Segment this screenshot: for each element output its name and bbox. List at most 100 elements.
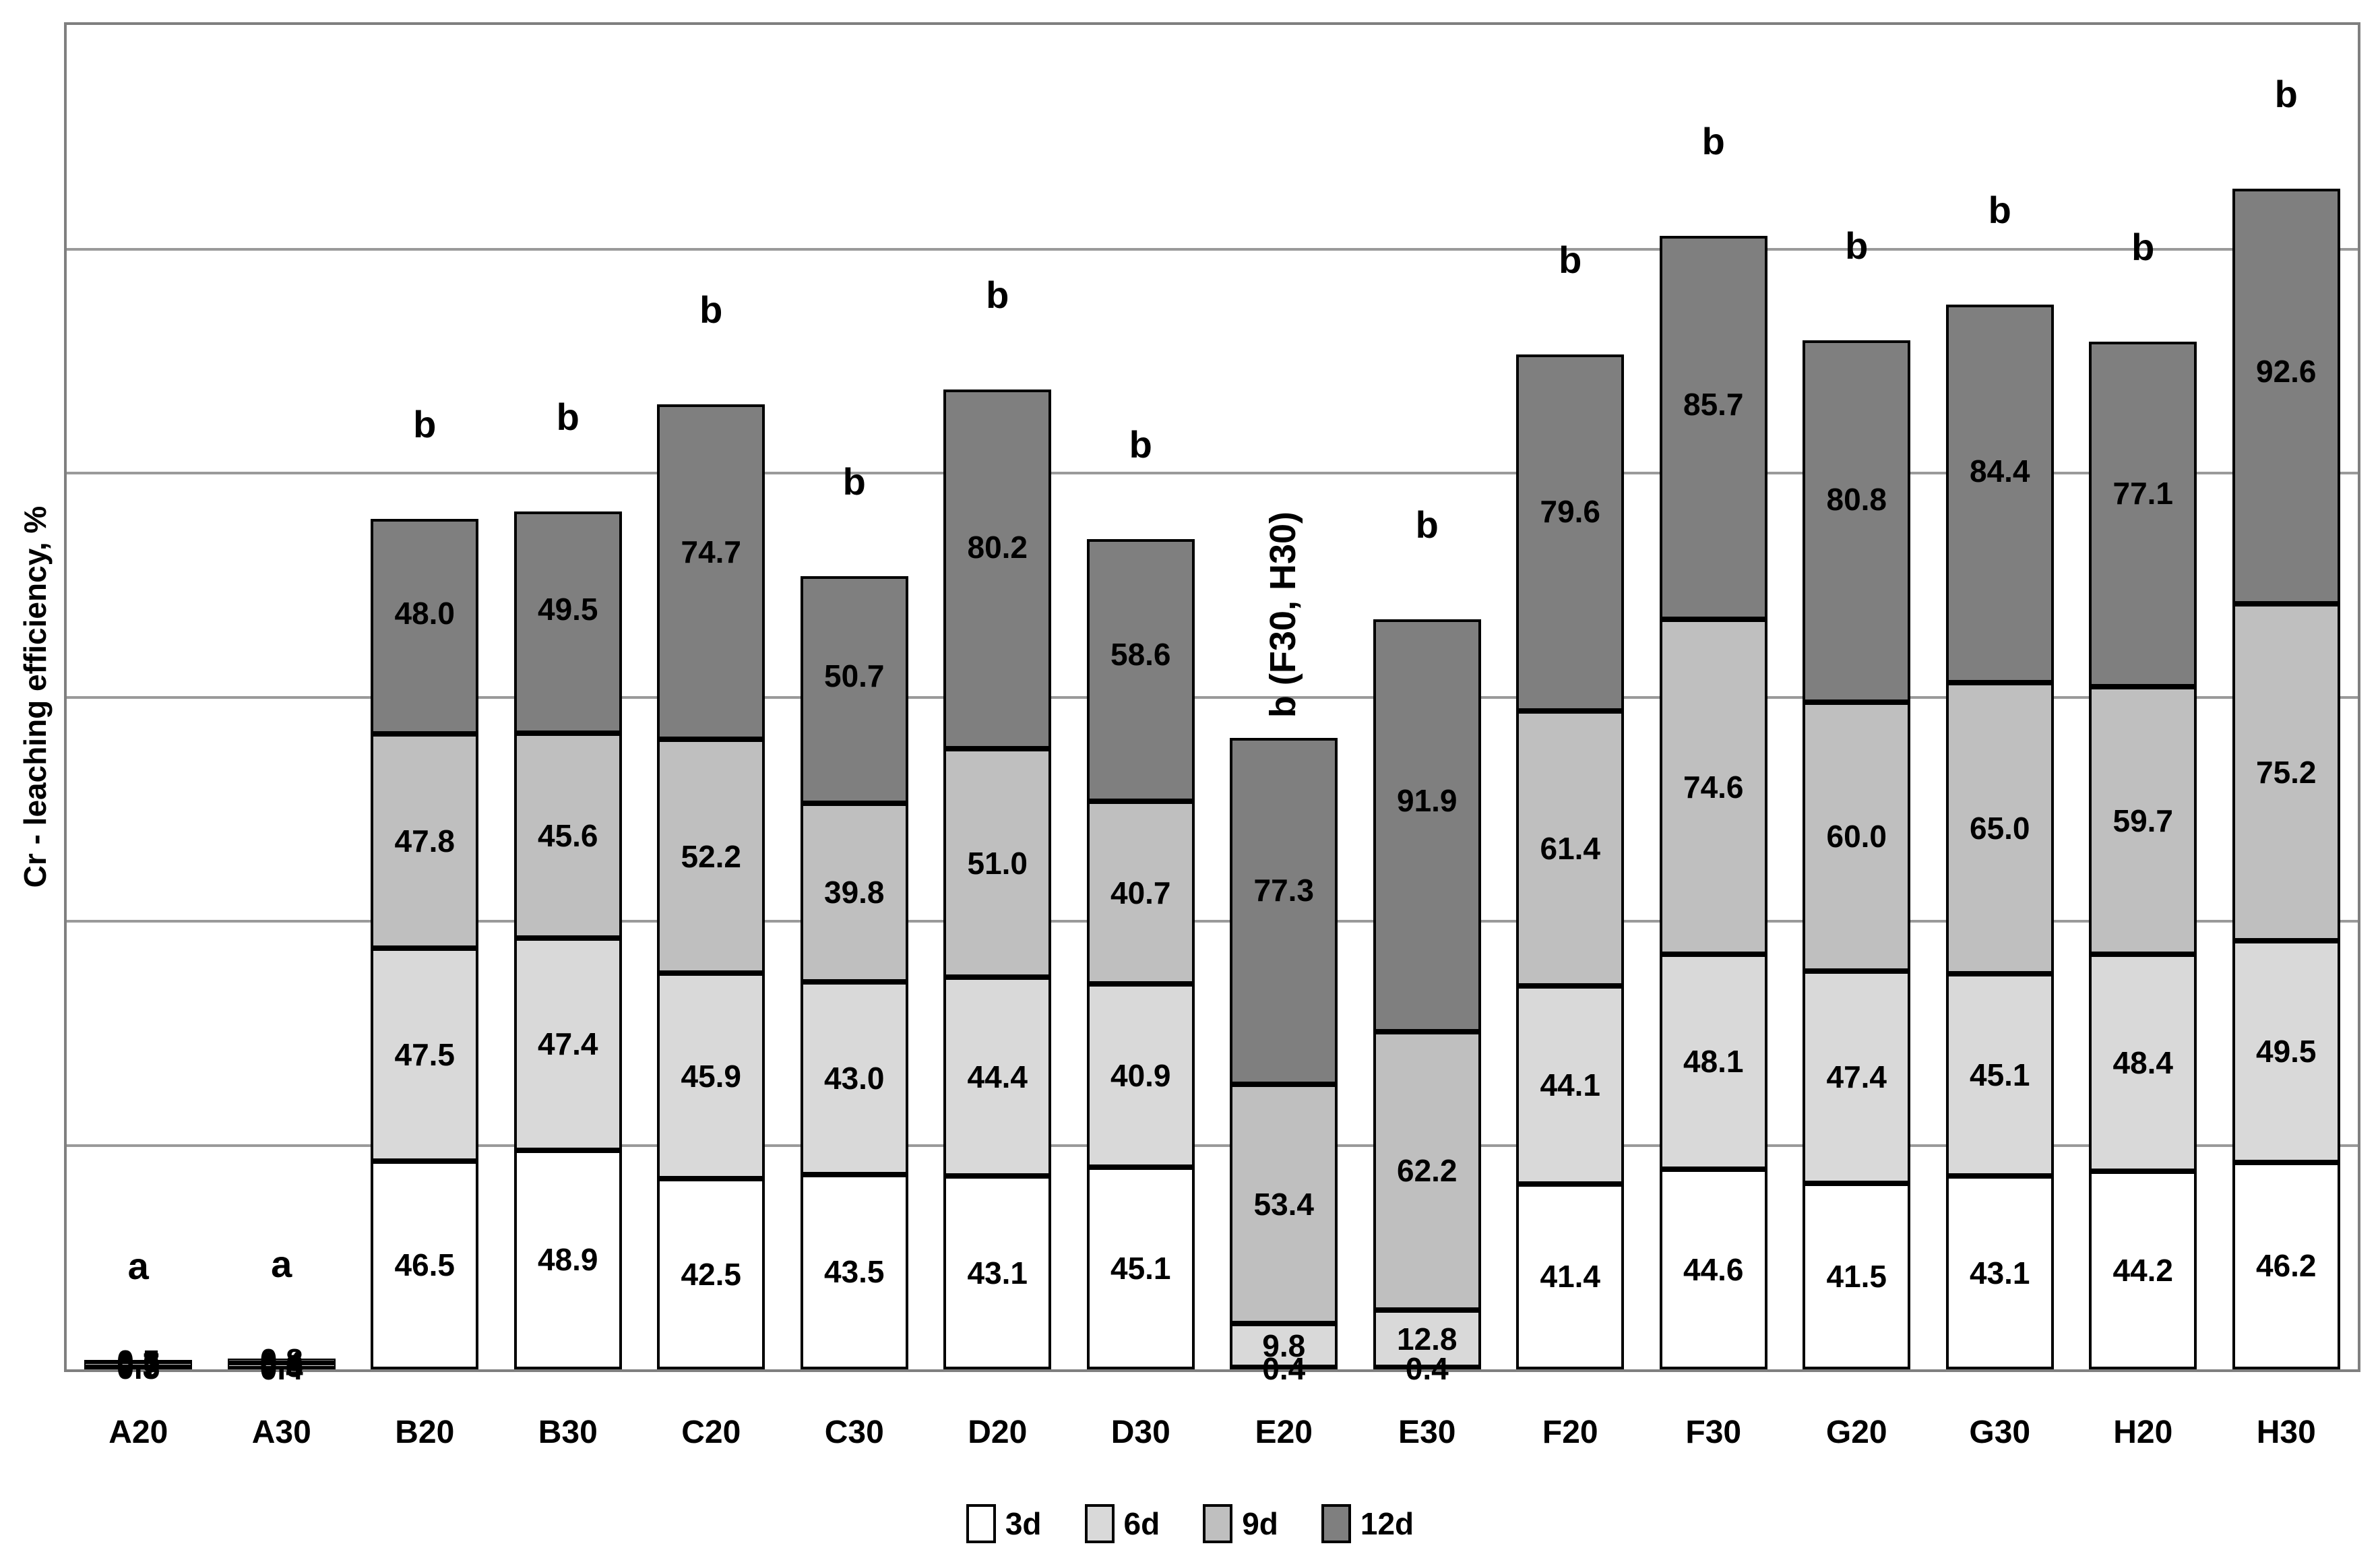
bar-segment-6d (227, 1364, 336, 1368)
bar-segment-12d (1516, 354, 1625, 712)
significance-letter: b (2274, 72, 2298, 115)
bar-value-label: 62.2 (1396, 1153, 1458, 1189)
bar-segment-12d (657, 404, 765, 740)
bar-segment-3d (1945, 1176, 2054, 1369)
bar-value-label: 48.4 (2112, 1045, 2174, 1081)
bar-segment-12d (2232, 188, 2340, 604)
bar-segment-12d (1373, 619, 1481, 1032)
bar-segment-9d (800, 803, 908, 982)
bar-segment-12d (1945, 304, 2054, 683)
bar-segment-12d (1230, 738, 1338, 1085)
bar-segment-12d (800, 576, 908, 804)
bar-value-label: 47.4 (537, 1026, 598, 1062)
bar-segment-6d (1373, 1310, 1481, 1368)
bar-segment-9d (1516, 711, 1625, 987)
legend-item-3d: 3d (966, 1504, 1042, 1543)
bar-segment-6d (1086, 984, 1195, 1168)
bar-value-label: 91.9 (1396, 783, 1458, 819)
bar-value-label: 41.5 (1826, 1259, 1887, 1295)
legend-swatch-9d (1203, 1504, 1233, 1543)
bar-value-label: 0.5 (117, 1344, 160, 1379)
bar-segment-6d (1659, 954, 1767, 1170)
bar-segment-6d (2089, 954, 2197, 1172)
gridline-50 (67, 1144, 2358, 1147)
bar-value-label: 45.1 (1969, 1057, 2030, 1093)
bar-value-label: 43.1 (1969, 1255, 2030, 1291)
bar-segment-6d (800, 981, 908, 1175)
bar-segment-9d (657, 739, 765, 974)
significance-letter: b (1129, 423, 1152, 466)
bar-value-label: 0.8 (259, 1342, 303, 1378)
bar-segment-9d (943, 748, 1052, 978)
bar-value-label: 40.7 (1110, 875, 1171, 910)
bar-segment-3d (943, 1176, 1052, 1369)
bar-segment-3d (1659, 1169, 1767, 1369)
significance-letter: b (413, 402, 437, 445)
significance-letter: b (842, 460, 866, 503)
significance-letter: b (1701, 119, 1725, 162)
x-axis-label-D20: D20 (968, 1415, 1028, 1450)
significance-letter: b (556, 396, 580, 439)
legend-swatch-12d (1321, 1504, 1351, 1543)
bar-value-label: 0.3 (117, 1348, 160, 1384)
bar-value-label: 43.5 (823, 1254, 885, 1290)
significance-letter: a (271, 1243, 292, 1286)
x-axis-label-B30: B30 (538, 1415, 598, 1450)
bar-value-label: 0.4 (259, 1345, 303, 1381)
bar-value-label: 75.2 (2255, 754, 2317, 790)
bar-value-label: 43.0 (823, 1060, 885, 1096)
bar-value-label: 12.8 (1396, 1321, 1458, 1357)
bar-segment-6d (2232, 940, 2340, 1162)
bar-segment-12d (84, 1360, 193, 1363)
bar-segment-3d (1803, 1183, 1911, 1369)
bar-value-label: 46.2 (2255, 1248, 2317, 1284)
x-axis-label-C20: C20 (681, 1415, 741, 1450)
significance-letter: b (1845, 224, 1869, 267)
bar-value-label: 0.8 (259, 1348, 303, 1384)
bar-value-label: 84.4 (1969, 453, 2030, 489)
bar-segment-9d (1373, 1031, 1481, 1311)
significance-letter: b (986, 273, 1009, 316)
bar-segment-12d (1086, 538, 1195, 802)
bar-segment-12d (1803, 340, 1911, 702)
bar-segment-9d (1659, 619, 1767, 954)
x-axis-label-G30: G30 (1969, 1415, 2031, 1450)
bar-value-label: 58.6 (1110, 637, 1171, 673)
bar-value-label: 0.4 (259, 1350, 303, 1386)
x-axis-label-B20: B20 (395, 1415, 455, 1450)
bar-value-label: 50.7 (823, 658, 885, 694)
bar-value-label: 59.7 (2112, 803, 2174, 838)
x-axis-label-F30: F30 (1685, 1415, 1742, 1450)
bar-segment-12d (227, 1359, 336, 1363)
legend-label-6d: 6d (1123, 1506, 1160, 1541)
x-axis-label-E30: E30 (1398, 1415, 1456, 1450)
bar-value-label: 44.2 (2112, 1253, 2174, 1288)
bar-segment-3d (84, 1367, 193, 1369)
bar-segment-6d (1516, 986, 1625, 1184)
x-axis-label-A20: A20 (108, 1415, 168, 1450)
bar-value-label: 45.6 (537, 818, 598, 853)
bar-segment-12d (943, 389, 1052, 749)
significance-letter: b (2131, 225, 2155, 268)
bar-value-label: 51.0 (967, 845, 1028, 881)
bar-value-label: 47.5 (394, 1036, 456, 1072)
bar-segment-3d (800, 1174, 908, 1369)
bar-value-label: 53.4 (1253, 1186, 1315, 1222)
x-axis-label-D30: D30 (1110, 1415, 1170, 1450)
bar-value-label: 52.2 (681, 838, 742, 874)
bar-value-label: 41.4 (1540, 1259, 1601, 1295)
x-axis-label-H20: H20 (2113, 1415, 2173, 1450)
legend-label-9d: 9d (1242, 1506, 1278, 1541)
bar-value-label: 80.2 (967, 530, 1028, 565)
x-axis-label-F20: F20 (1542, 1415, 1598, 1450)
bar-value-label: 44.1 (1540, 1067, 1601, 1103)
bar-value-label: 0.5 (117, 1350, 160, 1386)
bar-value-label: 79.6 (1540, 493, 1601, 529)
bar-segment-6d (371, 947, 479, 1161)
bar-segment-3d (2232, 1162, 2340, 1369)
bar-value-label: 45.9 (681, 1058, 742, 1094)
x-axis-label-E20: E20 (1255, 1415, 1313, 1450)
bar-segment-6d (1803, 970, 1911, 1184)
bar-value-label: 43.1 (967, 1255, 1028, 1291)
bar-value-label: 85.7 (1683, 387, 1744, 423)
